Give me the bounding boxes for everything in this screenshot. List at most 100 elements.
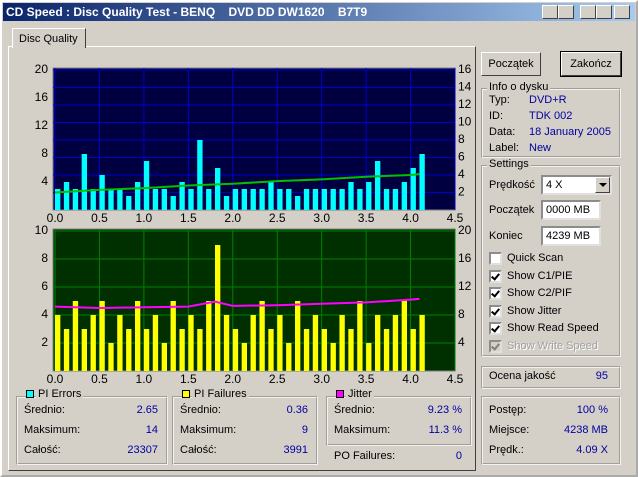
info-value: DVD+R (529, 94, 567, 106)
bar (295, 196, 301, 210)
text-input[interactable]: 4239 MB (541, 226, 601, 246)
group-box (481, 165, 621, 357)
x-tick-label: 3.0 (313, 372, 330, 386)
bar (206, 189, 212, 210)
y2-tick-label: 6 (458, 150, 465, 164)
bar (339, 315, 345, 371)
bar (188, 189, 194, 210)
bar (170, 196, 176, 210)
y2-tick-label: 14 (458, 80, 472, 94)
bar (321, 189, 327, 210)
stat-label: Średnio: (334, 404, 375, 416)
progress-value: 4.09 X (576, 444, 608, 456)
bar (188, 315, 194, 371)
bar (126, 329, 132, 371)
progress-label: Postęp: (489, 404, 527, 416)
bar (250, 189, 256, 210)
minimize-button[interactable] (580, 5, 596, 19)
text-input[interactable]: 0000 MB (541, 200, 601, 220)
bar (170, 301, 176, 371)
bar (392, 189, 399, 210)
bar (161, 343, 167, 371)
bar (268, 329, 274, 371)
bar (286, 189, 292, 210)
po-label: PO Failures: (334, 450, 396, 462)
bar (286, 343, 292, 371)
plot-area (52, 67, 456, 211)
bar (55, 315, 61, 371)
x-tick-label: 4.0 (402, 211, 419, 225)
close-button[interactable] (614, 5, 630, 19)
bar (197, 140, 203, 210)
bar (348, 182, 354, 210)
y-tick-label: 2 (41, 335, 48, 349)
bar (312, 189, 319, 210)
stop-button[interactable]: Zakończ (560, 51, 622, 77)
legend-swatch (336, 390, 344, 398)
y-tick-label: 16 (35, 90, 49, 104)
bar (330, 189, 336, 210)
bar (63, 329, 70, 371)
checkbox-label: Show Write Speed (507, 339, 598, 352)
bar (72, 301, 79, 371)
bar (126, 196, 132, 210)
info-label: Data: (489, 126, 516, 138)
bar (161, 189, 167, 210)
bar (303, 189, 310, 210)
checkbox[interactable] (489, 304, 502, 318)
info-value: New (529, 142, 552, 154)
stat-label: Maksimum: (180, 424, 237, 436)
bar (303, 329, 310, 371)
checkbox[interactable] (489, 287, 502, 300)
bar (108, 343, 114, 371)
title-bar (3, 3, 635, 21)
y-tick-label: 8 (41, 251, 48, 265)
y2-tick-label: 4 (458, 167, 465, 181)
stat-label: Całość: (24, 444, 61, 456)
x-tick-label: 3.5 (358, 211, 375, 225)
x-tick-label: 1.0 (136, 211, 153, 225)
bar (277, 315, 283, 371)
tab-panel (8, 46, 476, 471)
y2-tick-label: 2 (458, 185, 465, 199)
x-tick-label: 1.0 (136, 372, 153, 386)
tab[interactable]: Disc Quality (12, 28, 86, 48)
checkbox[interactable] (489, 252, 502, 265)
y-tick-label: 4 (41, 307, 48, 321)
y-tick-label: 20 (35, 62, 49, 76)
bar (295, 301, 301, 371)
window-button[interactable] (542, 5, 558, 19)
y2-tick-label: 20 (458, 223, 472, 237)
checkbox[interactable] (489, 322, 502, 335)
bar (108, 189, 114, 210)
quality-box (481, 366, 621, 389)
bar (135, 182, 141, 210)
checkbox[interactable] (489, 269, 502, 283)
bar (63, 182, 70, 210)
group-title: Info o dysku (487, 81, 551, 93)
maximize-button[interactable] (596, 5, 612, 19)
stat-label: Średnio: (180, 404, 221, 416)
stat-label: Średnio: (24, 404, 65, 416)
start-button[interactable]: Początek (481, 52, 541, 76)
x-tick-label: 3.0 (313, 211, 330, 225)
y-tick-label: 12 (35, 118, 49, 132)
combo-box[interactable]: 4 X (541, 175, 612, 195)
info-label: Label: (489, 142, 519, 154)
group-title: PI Failures (192, 388, 249, 400)
bar (232, 189, 239, 210)
checkbox-label: Quick Scan (507, 252, 564, 264)
window-button[interactable] (558, 5, 574, 19)
field-label: Początek (489, 204, 535, 216)
legend-swatch (26, 390, 34, 398)
bar (366, 343, 372, 371)
bar (357, 189, 363, 210)
bar (72, 189, 79, 210)
y2-tick-label: 10 (458, 115, 472, 129)
group-title: Settings (487, 158, 531, 170)
y2-tick-label: 12 (458, 279, 472, 293)
bar (232, 329, 239, 371)
bar (375, 161, 381, 210)
window-title: CD Speed : Disc Quality Test - BENQ DVD … (6, 5, 368, 19)
